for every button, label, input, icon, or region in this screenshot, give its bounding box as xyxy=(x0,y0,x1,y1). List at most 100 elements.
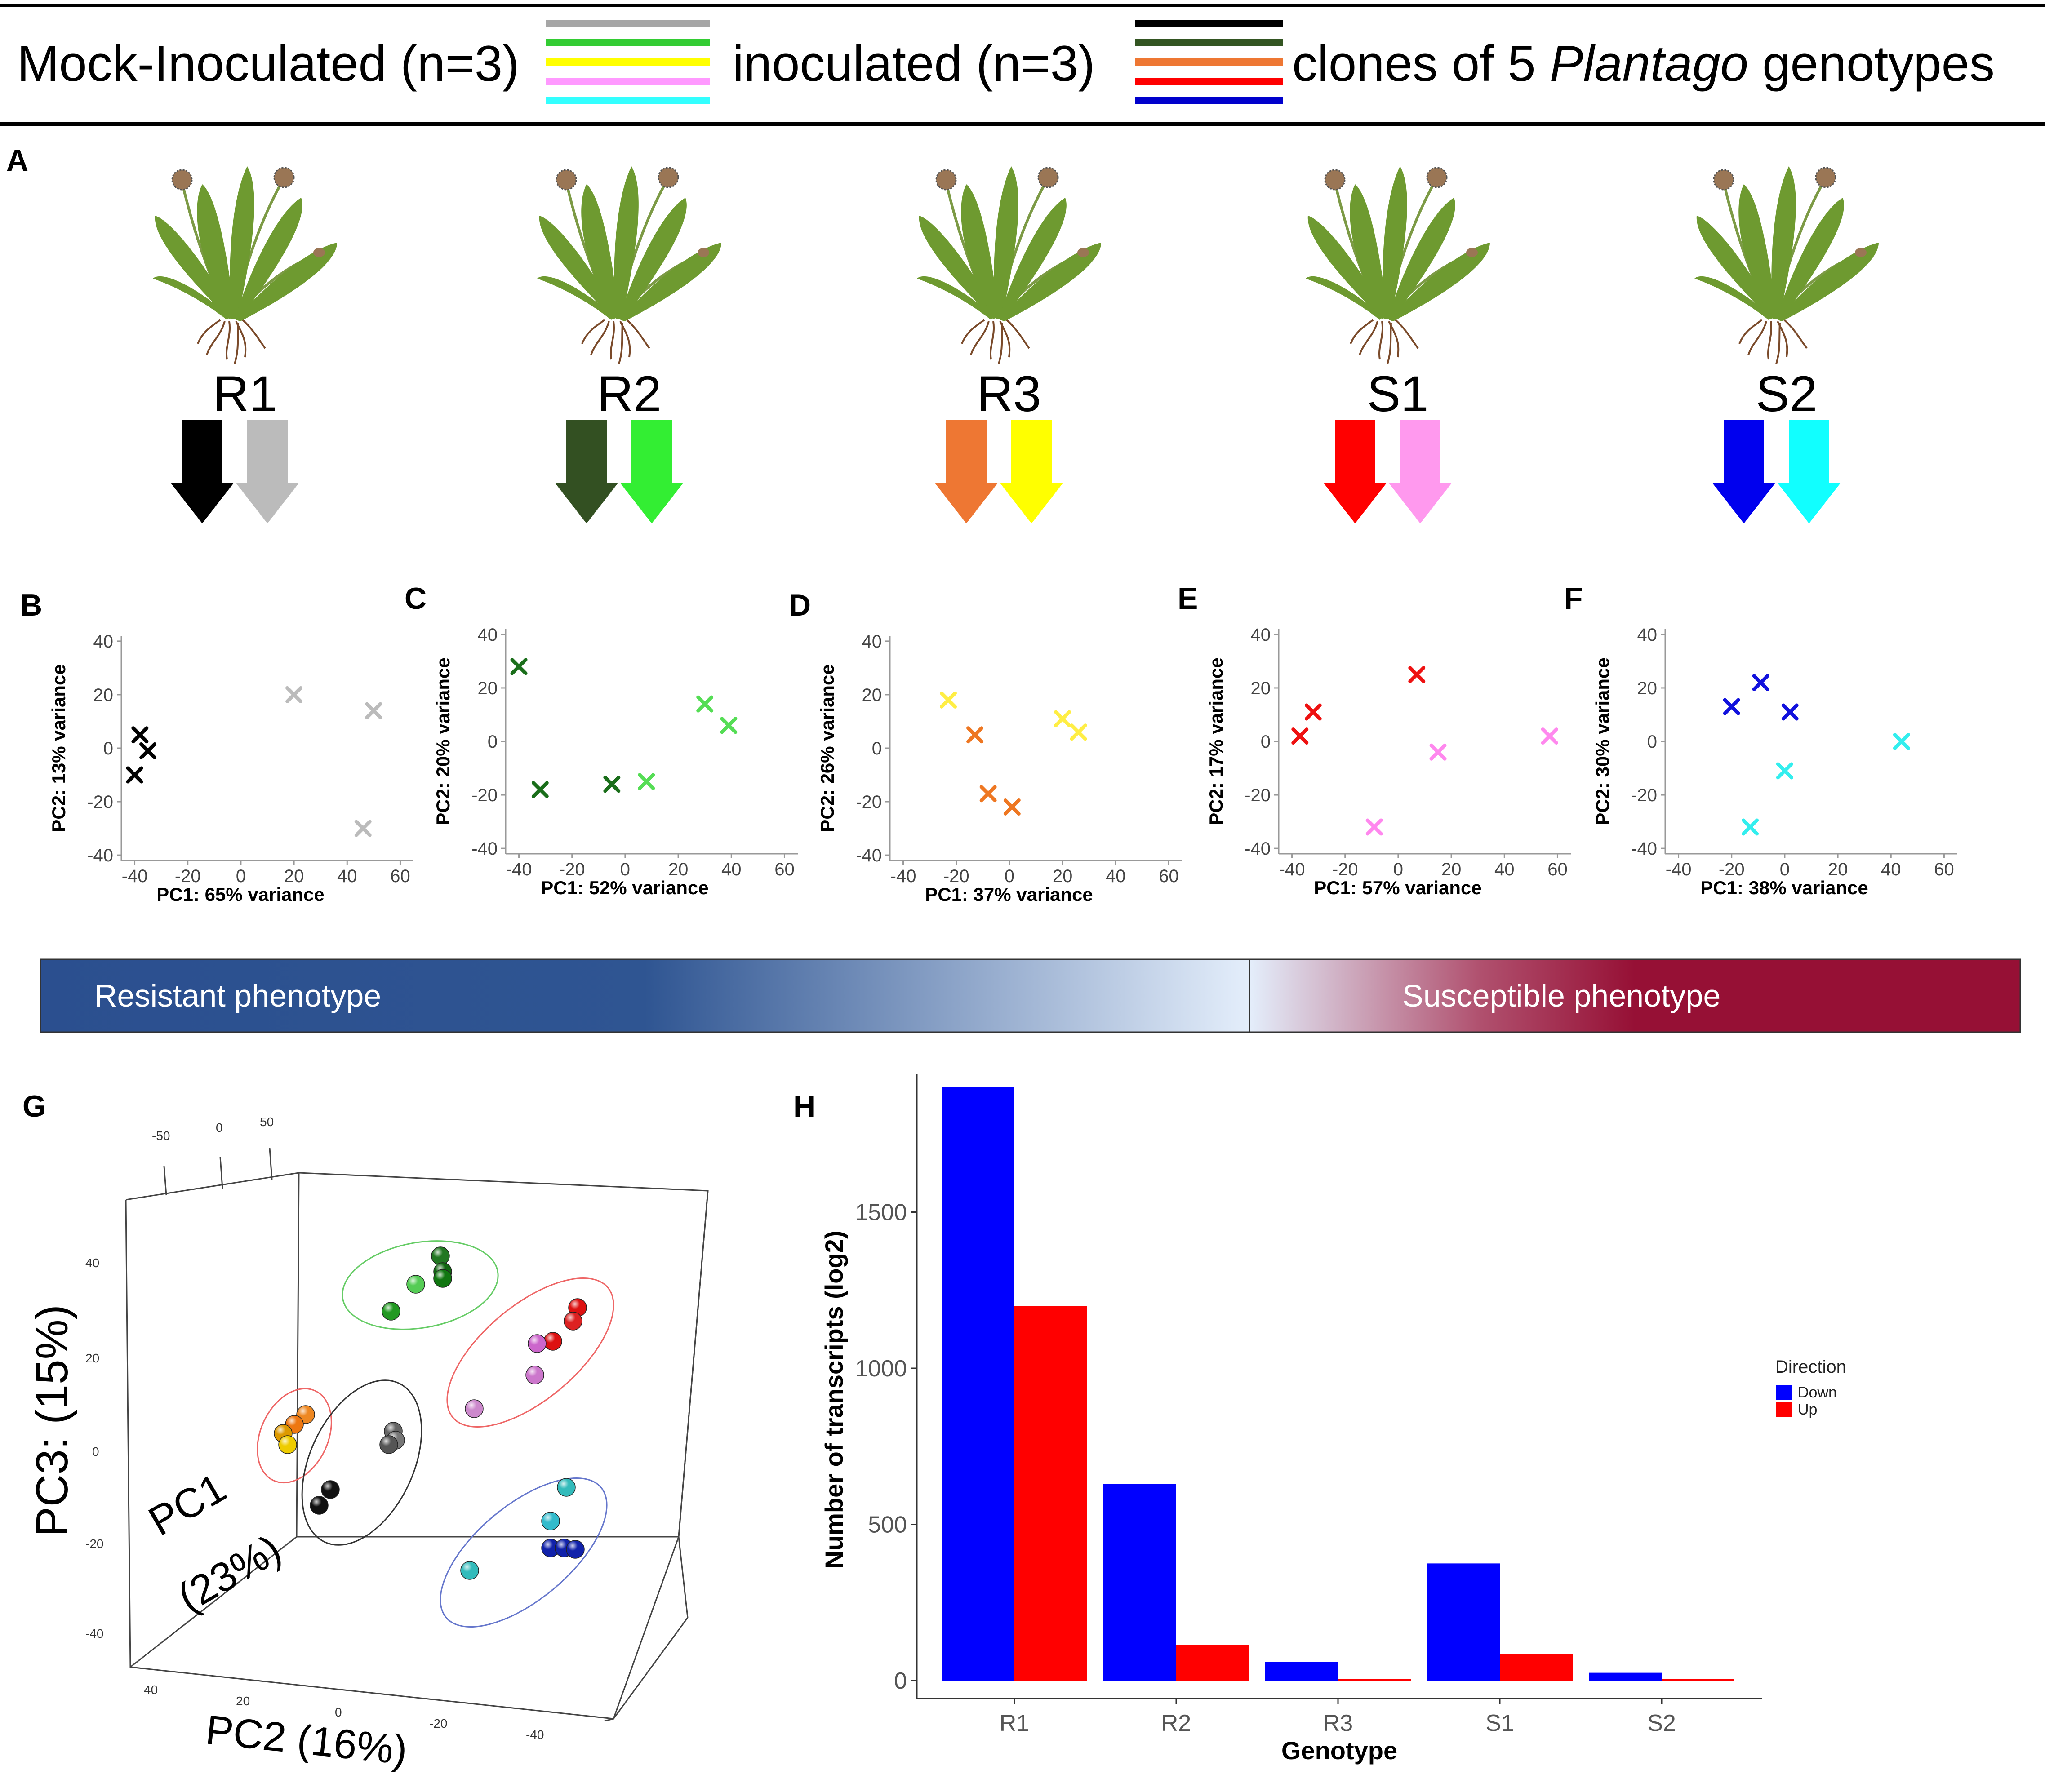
arrow-icon xyxy=(1778,420,1840,523)
sample-point xyxy=(1781,703,1799,721)
y-tick-label: 20 xyxy=(478,679,498,698)
sample-point xyxy=(940,691,957,709)
sample-point xyxy=(1070,723,1087,741)
cluster-ring xyxy=(342,1240,499,1330)
bar-s2-up xyxy=(1662,1679,1734,1681)
y-tick-label: 0 xyxy=(872,739,882,758)
y-tick-label: 0 xyxy=(894,1668,907,1694)
x-tick-label: 40 xyxy=(337,866,357,886)
sample-point xyxy=(285,686,303,703)
x-tick-label: -20 xyxy=(1332,860,1358,879)
plantago-plant-icon xyxy=(153,166,337,364)
pca-panel-d: D -40 -20 0 20 40 60 -40 -20 0 20 40 PC1: 37% varian… xyxy=(789,588,1182,905)
x-axis-label: PC1: 52% variance xyxy=(541,877,709,898)
y-tick-label: -20 xyxy=(1631,785,1657,805)
cluster-ring xyxy=(440,1477,608,1628)
x-tick-label: R1 xyxy=(1000,1710,1029,1736)
x-tick-label: 60 xyxy=(390,866,410,886)
susceptible-label: Susceptible phenotype xyxy=(1402,978,1720,1013)
panel-letter: D xyxy=(789,588,811,622)
y-axis-label: PC2: 20% variance xyxy=(432,657,453,825)
y-tick-label: -40 xyxy=(856,846,882,865)
panel-a-letter: A xyxy=(6,143,28,177)
svg-text:40: 40 xyxy=(144,1683,158,1697)
sample-point xyxy=(1408,666,1426,683)
svg-text:-20: -20 xyxy=(429,1717,447,1730)
sample-point xyxy=(1003,798,1021,816)
y-tick-label: 0 xyxy=(488,732,498,752)
legend-title: Direction xyxy=(1775,1357,1846,1377)
y-axis-label: PC2: 30% variance xyxy=(1592,657,1613,825)
sample-point xyxy=(720,717,738,734)
legend-label: Up xyxy=(1798,1401,1817,1418)
x-tick-label: 0 xyxy=(620,860,630,879)
genotype-label: S2 xyxy=(1756,366,1818,422)
x-tick-label: 60 xyxy=(1159,866,1179,886)
x-axis-label: PC1: 38% variance xyxy=(1700,877,1868,898)
x-axis-label: PC1: 37% variance xyxy=(925,884,1093,905)
sample-point xyxy=(1304,703,1322,721)
panel-letter: E xyxy=(1178,581,1198,616)
x-tick-label: 40 xyxy=(1494,860,1515,879)
pc3-axis-title: PC3: (15%) xyxy=(27,1304,77,1537)
x-tick-label: 60 xyxy=(774,860,795,879)
y-tick-label: 0 xyxy=(103,739,113,758)
x-tick-label: 0 xyxy=(1780,860,1790,879)
x-tick-label: 0 xyxy=(236,866,246,886)
inoculated-color-swatches xyxy=(1135,20,1283,104)
y-tick-label: 0 xyxy=(1647,732,1657,752)
y-axis-title: Number of transcripts (log2) xyxy=(820,1231,848,1569)
cluster-ring xyxy=(257,1388,332,1484)
panel-g-letter: G xyxy=(22,1089,46,1123)
bar-r2-up xyxy=(1176,1645,1249,1681)
y-tick-label: 20 xyxy=(93,685,114,705)
y-tick-label: 40 xyxy=(1637,625,1658,645)
arrow-icon xyxy=(236,420,299,523)
top-tick-1: -50 xyxy=(152,1129,170,1143)
y-tick-label: 0 xyxy=(1261,732,1271,752)
top-tick-3: 50 xyxy=(260,1115,274,1129)
svg-text:-40: -40 xyxy=(526,1728,544,1742)
sample-point xyxy=(126,766,143,784)
x-tick-label: R3 xyxy=(1323,1710,1353,1736)
sample-point xyxy=(1776,762,1793,780)
sample-point xyxy=(365,702,382,719)
svg-text:-20: -20 xyxy=(85,1537,103,1551)
y-tick-label: -20 xyxy=(471,785,498,805)
plantago-plant-icon xyxy=(917,166,1101,364)
genotype-label: R2 xyxy=(597,366,661,422)
pca-panel-c: C -40 -20 0 20 40 60 -40 -20 0 20 40 PC1: 52% varian… xyxy=(405,581,798,898)
y-tick-label: -40 xyxy=(87,846,113,865)
panel-letter: C xyxy=(405,581,427,616)
cluster-green xyxy=(342,1240,499,1330)
x-tick-label: 40 xyxy=(721,860,742,879)
svg-text:40: 40 xyxy=(85,1256,99,1270)
sample-point xyxy=(603,776,621,793)
cluster-ring xyxy=(301,1379,422,1546)
x-tick-label: -40 xyxy=(506,860,532,879)
x-tick-label: 60 xyxy=(1934,860,1954,879)
sample-point xyxy=(1893,733,1910,750)
bar-chart: 0 500 1000 1500 R1 R2 R3 S1 S2 Genotype Number of … xyxy=(820,1074,1846,1765)
x-tick-label: S2 xyxy=(1647,1710,1676,1736)
y-tick-label: 40 xyxy=(478,625,498,645)
bar-s1-up xyxy=(1500,1654,1573,1681)
bar-r3-up xyxy=(1338,1679,1411,1681)
genotype-r3: R3 xyxy=(917,166,1101,523)
y-tick-label: 1000 xyxy=(855,1356,907,1382)
sample-point xyxy=(131,726,149,744)
x-tick-label: -40 xyxy=(122,866,148,886)
x-tick-label: 40 xyxy=(1881,860,1901,879)
svg-text:0: 0 xyxy=(335,1705,342,1719)
cluster-orange-yellow xyxy=(257,1388,332,1484)
panel-h-letter: H xyxy=(793,1089,815,1123)
pca-panel-b: B -40 -20 0 20 40 60 -40 -20 0 20 40 PC1: 65% varian… xyxy=(20,588,413,905)
sample-point xyxy=(1723,698,1740,715)
arrow-icon xyxy=(555,420,618,523)
genotype-r1: R1 xyxy=(153,166,337,523)
y-tick-label: -20 xyxy=(1245,785,1271,805)
genotype-label: R3 xyxy=(977,366,1041,422)
x-tick-label: 20 xyxy=(1053,866,1073,886)
